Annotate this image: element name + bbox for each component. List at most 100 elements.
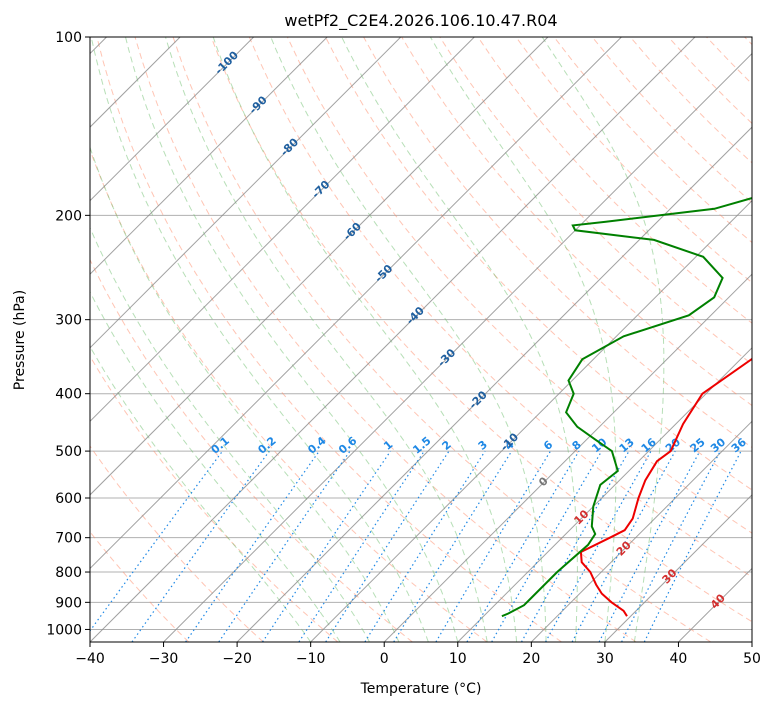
moist-adiabat-line	[165, 37, 488, 642]
isotherm-label: -60	[341, 220, 364, 243]
plot-frame	[89, 36, 753, 643]
background-lines	[90, 37, 752, 642]
y-tick-label: 700	[55, 531, 82, 547]
isotherm-label: -80	[278, 135, 301, 158]
moist-adiabat-line	[90, 145, 400, 642]
mixing-ratio-line	[185, 450, 320, 642]
x-tick-label: −40	[75, 651, 105, 667]
mixing-ratio-label: 16	[639, 435, 659, 455]
mixing-ratio-line	[131, 450, 270, 642]
y-tick-label: 600	[55, 491, 82, 507]
dry-adiabat-line	[90, 355, 339, 642]
moist-adiabat-line	[90, 37, 429, 642]
dry-adiabat-line	[553, 37, 752, 244]
dry-adiabat-line	[90, 258, 413, 642]
chart-title: wetPf2_C2E4.2026.106.10.47.R04	[284, 11, 557, 31]
mixing-ratio-line	[325, 450, 450, 642]
isotherm-label: -30	[435, 346, 458, 369]
dry-adiabat-line	[515, 37, 752, 284]
moist-adiabat-line	[541, 37, 665, 642]
mixing-ratio-line	[364, 450, 486, 642]
isotherm-line	[457, 347, 752, 642]
axes: −40 −30 −20 −10 0 10 20 30 40 5010020030040050060…	[46, 30, 761, 667]
moist-adiabat-line	[270, 37, 547, 642]
temperature-profile-line	[579, 357, 752, 617]
mixing-ratio-line	[261, 450, 391, 642]
mixing-ratio-label: 0.6	[336, 434, 360, 457]
dry-adiabat-line	[134, 37, 637, 642]
profiles	[501, 197, 752, 618]
x-axis-label: Temperature (°C)	[360, 681, 482, 697]
mixing-ratio-label: 36	[729, 435, 749, 455]
mixing-ratio-line	[393, 450, 513, 642]
isotherm-line	[310, 199, 752, 642]
isotherm-label: -70	[309, 178, 332, 201]
isotherm-line	[90, 37, 475, 423]
y-tick-label: 500	[55, 444, 82, 460]
mixing-ratio-line	[643, 450, 742, 642]
y-tick-label: 100	[55, 30, 82, 46]
mixing-ratio-line	[571, 450, 676, 642]
isotherm-line	[236, 126, 752, 642]
mixing-ratio-line	[435, 450, 552, 642]
dry-adiabat-line	[325, 37, 752, 491]
isotherm-line	[90, 37, 255, 202]
moist-adiabat-line	[341, 37, 578, 642]
isotherm-line	[751, 641, 752, 642]
mixing-ratio-line	[90, 450, 223, 632]
mixing-ratio-label: 30	[708, 435, 728, 455]
x-tick-label: 50	[743, 651, 761, 667]
dry-adiabat-line	[96, 37, 562, 642]
moist-adiabat-line	[90, 226, 370, 642]
dry-adiabat-line	[439, 37, 752, 365]
isotherm-label: 40	[708, 591, 728, 611]
isotherm-line	[90, 37, 402, 349]
dry-adiabat-line	[668, 37, 752, 125]
isotherm-line	[530, 420, 752, 642]
x-tick-label: −20	[222, 651, 252, 667]
dry-adiabat-line	[286, 37, 752, 534]
dry-adiabat-line	[90, 531, 190, 642]
x-tick-label: 10	[449, 651, 467, 667]
mixing-ratio-label: 1.5	[410, 434, 433, 456]
isotherm-line	[604, 494, 752, 642]
isotherm-line	[90, 37, 328, 275]
dry-adiabat-line	[90, 445, 264, 642]
isotherm-label: -50	[372, 262, 395, 285]
isotherm-line	[90, 37, 622, 570]
dewpoint-profile-line	[501, 197, 752, 618]
mixing-ratio-label: 0.2	[255, 434, 278, 456]
dry-adiabat-line	[629, 37, 752, 164]
isotherm-label: -20	[467, 388, 490, 411]
moist-adiabat-line	[90, 290, 341, 642]
x-tick-label: −30	[149, 651, 179, 667]
dry-adiabat-line	[744, 37, 752, 46]
mixing-ratio-label: 0.1	[209, 434, 232, 456]
dry-adiabat-line	[248, 37, 752, 578]
x-tick-label: 20	[522, 651, 540, 667]
isotherm-line	[678, 567, 752, 642]
mixing-ratio-line	[598, 450, 701, 642]
x-tick-label: 0	[380, 651, 389, 667]
dry-adiabat-line	[706, 37, 752, 85]
y-tick-label: 200	[55, 208, 82, 224]
isotherm-label: -90	[247, 93, 270, 116]
isotherm-label: 0	[536, 474, 551, 489]
isotherm-line	[90, 37, 696, 642]
y-tick-label: 900	[55, 595, 82, 611]
mixing-ratio-line	[466, 450, 580, 642]
mixing-ratio-line	[298, 450, 425, 642]
dry-adiabat-line	[210, 37, 752, 623]
dry-adiabat-line	[172, 37, 712, 642]
isotherm-label: 30	[660, 566, 680, 586]
mixing-ratio-label: 0.4	[305, 434, 329, 457]
moist-adiabat-line	[125, 37, 459, 642]
mixing-ratio-label: 25	[688, 436, 708, 456]
x-tick-label: −10	[296, 651, 326, 667]
moist-adiabat-line	[90, 345, 312, 642]
y-axis-label: Pressure (hPa)	[12, 290, 28, 390]
isotherm-line	[163, 52, 752, 642]
x-tick-label: 40	[670, 651, 688, 667]
moist-adiabat-line	[212, 37, 518, 642]
